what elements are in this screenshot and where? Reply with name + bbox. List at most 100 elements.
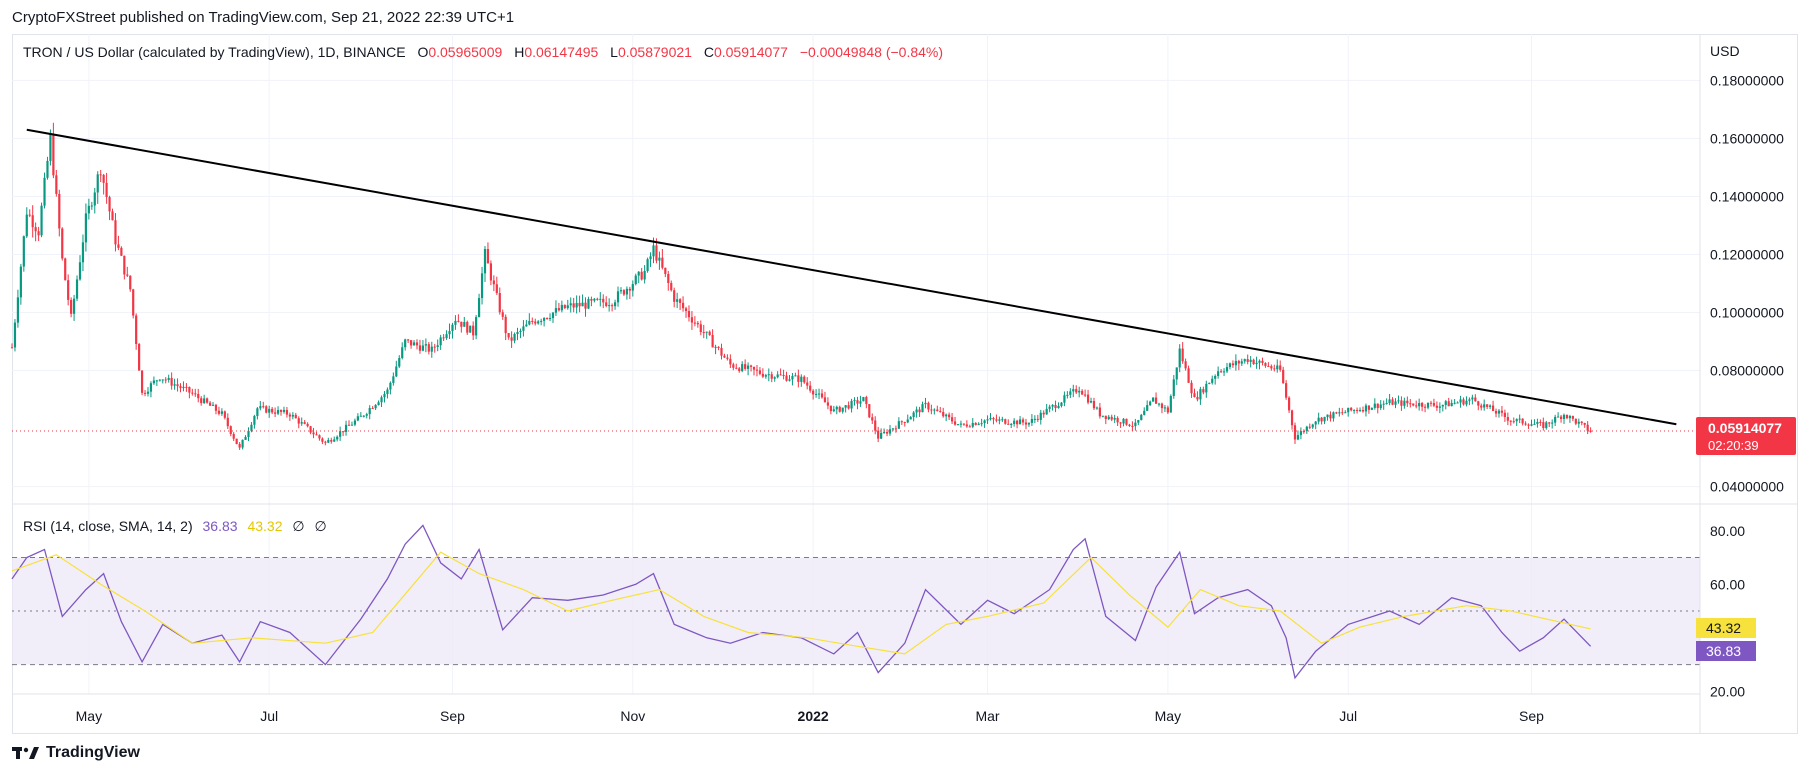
candle-body (1453, 402, 1456, 404)
price-tick-label: 0.14000000 (1710, 188, 1784, 204)
candle-body (1157, 403, 1161, 405)
candle-body (200, 398, 203, 404)
candle-body (303, 422, 306, 424)
candle-body (404, 339, 407, 348)
candle-body (140, 370, 144, 393)
chart-frame (12, 34, 1798, 734)
candle-body (75, 279, 79, 299)
candle-body (87, 205, 90, 214)
candle-body (1027, 422, 1031, 425)
candle-body (268, 408, 271, 413)
time-tick-label: Jul (1339, 708, 1357, 724)
candle-body (983, 420, 986, 424)
candle-body (770, 374, 773, 379)
time-tick-label: Mar (975, 708, 999, 724)
close-value: 0.05914077 (713, 44, 788, 60)
candle-body (1072, 389, 1075, 392)
candle-body (1240, 361, 1243, 364)
candle-body (1282, 369, 1285, 384)
footer-brand[interactable]: TradingView (12, 744, 140, 762)
candle-body (554, 308, 558, 313)
candle-body (729, 358, 732, 365)
candle-body (22, 236, 25, 267)
candle-body (1084, 394, 1087, 396)
candle-body (336, 436, 339, 440)
candle-body (1344, 412, 1347, 414)
candle-body (1143, 410, 1146, 415)
tradingview-logo-icon (12, 747, 39, 759)
candle-body (241, 439, 244, 448)
candle-body (823, 397, 827, 403)
candle-body (646, 259, 649, 271)
candle-body (1350, 407, 1353, 411)
candle-body (1219, 371, 1223, 373)
candle-body (421, 345, 425, 351)
time-tick-label: Nov (620, 708, 645, 724)
time-tick-label: Jul (260, 708, 278, 724)
candle-body (927, 402, 930, 410)
candle-body (741, 364, 744, 372)
candle-body (1480, 405, 1483, 408)
candle-body (1054, 405, 1057, 409)
candle-body (1432, 403, 1436, 406)
candle-body (1057, 405, 1060, 409)
candle-body (19, 266, 22, 298)
candle-body (61, 228, 64, 259)
low-label: L (610, 44, 618, 60)
candle-body (897, 421, 900, 429)
candle-body (155, 380, 158, 382)
candle-body (877, 430, 880, 439)
candle-body (480, 273, 484, 299)
candle-body (129, 275, 132, 290)
candle-body (1583, 422, 1586, 425)
symbol-legend[interactable]: TRON / US Dollar (calculated by TradingV… (23, 44, 943, 60)
candle-body (1551, 422, 1554, 424)
candle-body (1589, 430, 1592, 432)
candle-body (1098, 407, 1101, 417)
candle-body (749, 365, 753, 367)
candle-body (93, 192, 96, 206)
candle-body (1580, 421, 1583, 423)
candle-body (690, 317, 694, 323)
candle-body (1542, 422, 1545, 428)
rsi-legend[interactable]: RSI (14, close, SMA, 14, 2) 36.83 43.32 … (23, 518, 327, 535)
candle-body (1489, 405, 1492, 407)
candle-body (844, 405, 847, 408)
candle-body (1296, 435, 1300, 440)
candle-body (1021, 419, 1025, 423)
candle-body (475, 317, 478, 336)
candle-body (1536, 421, 1539, 424)
candle-body (276, 410, 280, 414)
price-tick-label: 0.16000000 (1710, 130, 1784, 146)
candle-body (906, 419, 909, 423)
candle-body (386, 389, 389, 395)
candle-body (681, 302, 685, 309)
candle-body (528, 320, 531, 325)
candle-body (652, 245, 655, 257)
candle-body (684, 308, 688, 312)
candle-body (649, 256, 652, 260)
candle-body (247, 430, 250, 437)
candle-body (321, 438, 324, 442)
candle-body (418, 345, 422, 351)
candle-body (167, 377, 170, 380)
candle-body (948, 414, 951, 418)
candle-body (1418, 403, 1421, 407)
candle-body (1311, 424, 1314, 428)
candle-body (611, 305, 614, 307)
candle-body (1332, 412, 1335, 419)
candle-body (1063, 395, 1066, 403)
candle-body (274, 412, 277, 414)
candle-body (1119, 422, 1122, 424)
candle-body (1267, 365, 1270, 367)
candle-body (179, 386, 182, 389)
candle-body (1048, 406, 1051, 409)
candle-body (548, 318, 552, 320)
candle-body (46, 160, 49, 178)
candle-body (1338, 412, 1341, 414)
candle-body (424, 344, 427, 346)
candle-body (1113, 418, 1116, 420)
candle-body (1320, 417, 1323, 422)
candle-body (1018, 419, 1022, 425)
